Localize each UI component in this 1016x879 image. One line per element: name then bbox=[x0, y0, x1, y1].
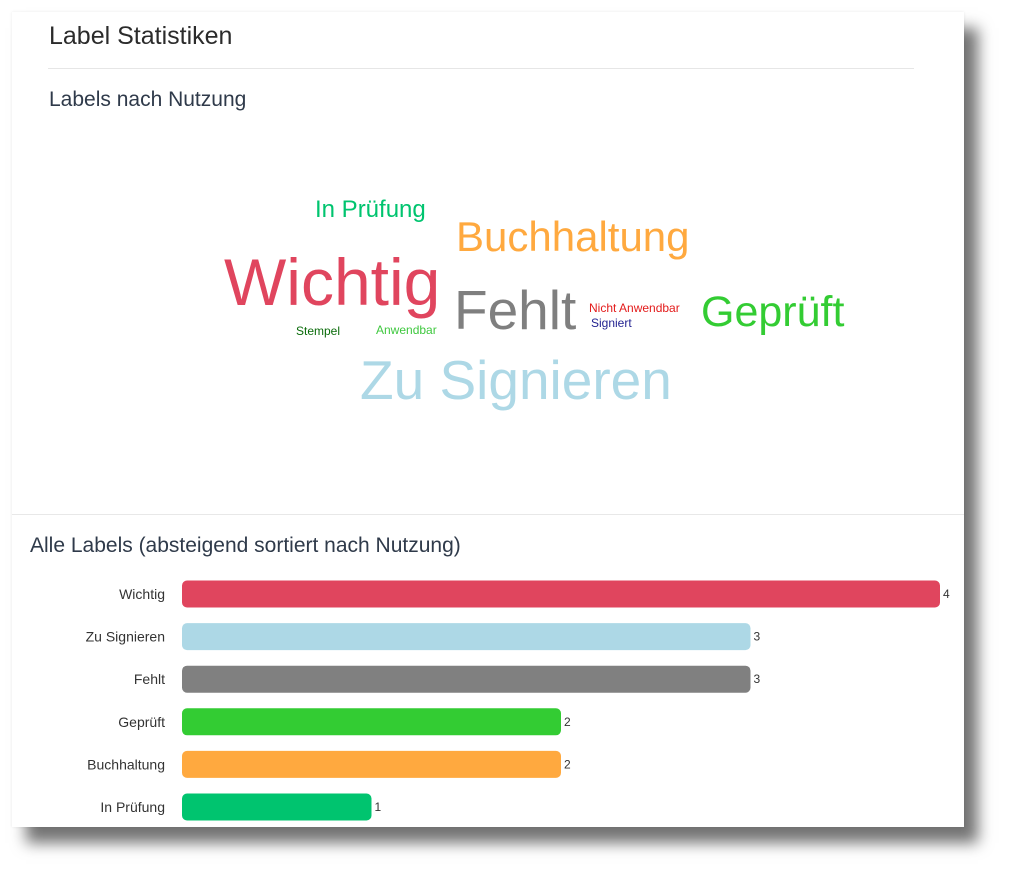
divider bbox=[12, 514, 964, 515]
bar-fehlt bbox=[182, 665, 751, 693]
divider bbox=[48, 68, 914, 69]
value-label: 3 bbox=[754, 630, 761, 644]
bar-geprueft bbox=[182, 708, 561, 736]
word-wichtig: Wichtig bbox=[224, 245, 441, 319]
word-buchhaltung: Buchhaltung bbox=[456, 213, 690, 260]
word-zu-signieren: Zu Signieren bbox=[360, 349, 672, 411]
category-label: In Prüfung bbox=[100, 799, 165, 815]
page-title: Label Statistiken bbox=[49, 22, 233, 50]
word-in-pruefung: In Prüfung bbox=[315, 196, 426, 223]
category-label: Zu Signieren bbox=[86, 629, 165, 645]
bar-chart-title: Alle Labels (absteigend sortiert nach Nu… bbox=[30, 534, 461, 557]
bar-zu-signieren bbox=[182, 623, 751, 651]
value-label: 2 bbox=[564, 757, 571, 771]
word-anwendbar: Anwendbar bbox=[376, 323, 437, 337]
value-label: 2 bbox=[564, 715, 571, 729]
wordcloud-title: Labels nach Nutzung bbox=[49, 88, 247, 111]
bar-in-pruefung bbox=[182, 793, 372, 821]
word-nicht-anwendbar: Nicht Anwendbar bbox=[589, 301, 680, 315]
value-label: 1 bbox=[375, 800, 382, 814]
word-fehlt: Fehlt bbox=[454, 279, 577, 341]
category-label: Buchhaltung bbox=[87, 756, 165, 772]
value-label: 4 bbox=[943, 587, 950, 601]
category-label: Wichtig bbox=[119, 586, 165, 602]
category-label: Fehlt bbox=[134, 671, 165, 687]
category-label: Geprüft bbox=[118, 714, 165, 730]
label-statistics-card: Label Statistiken Labels nach Nutzung In… bbox=[12, 12, 964, 827]
word-geprueft: Geprüft bbox=[701, 288, 845, 336]
word-signiert: Signiert bbox=[591, 316, 632, 330]
value-label: 3 bbox=[754, 672, 761, 686]
word-stempel: Stempel bbox=[296, 324, 341, 338]
bar-wichtig bbox=[182, 580, 940, 608]
bar-chart: Wichtig 4 Zu Signieren 3 Fehlt 3 Geprüft 2 Buchh… bbox=[86, 580, 950, 821]
bar-buchhaltung bbox=[182, 750, 561, 778]
